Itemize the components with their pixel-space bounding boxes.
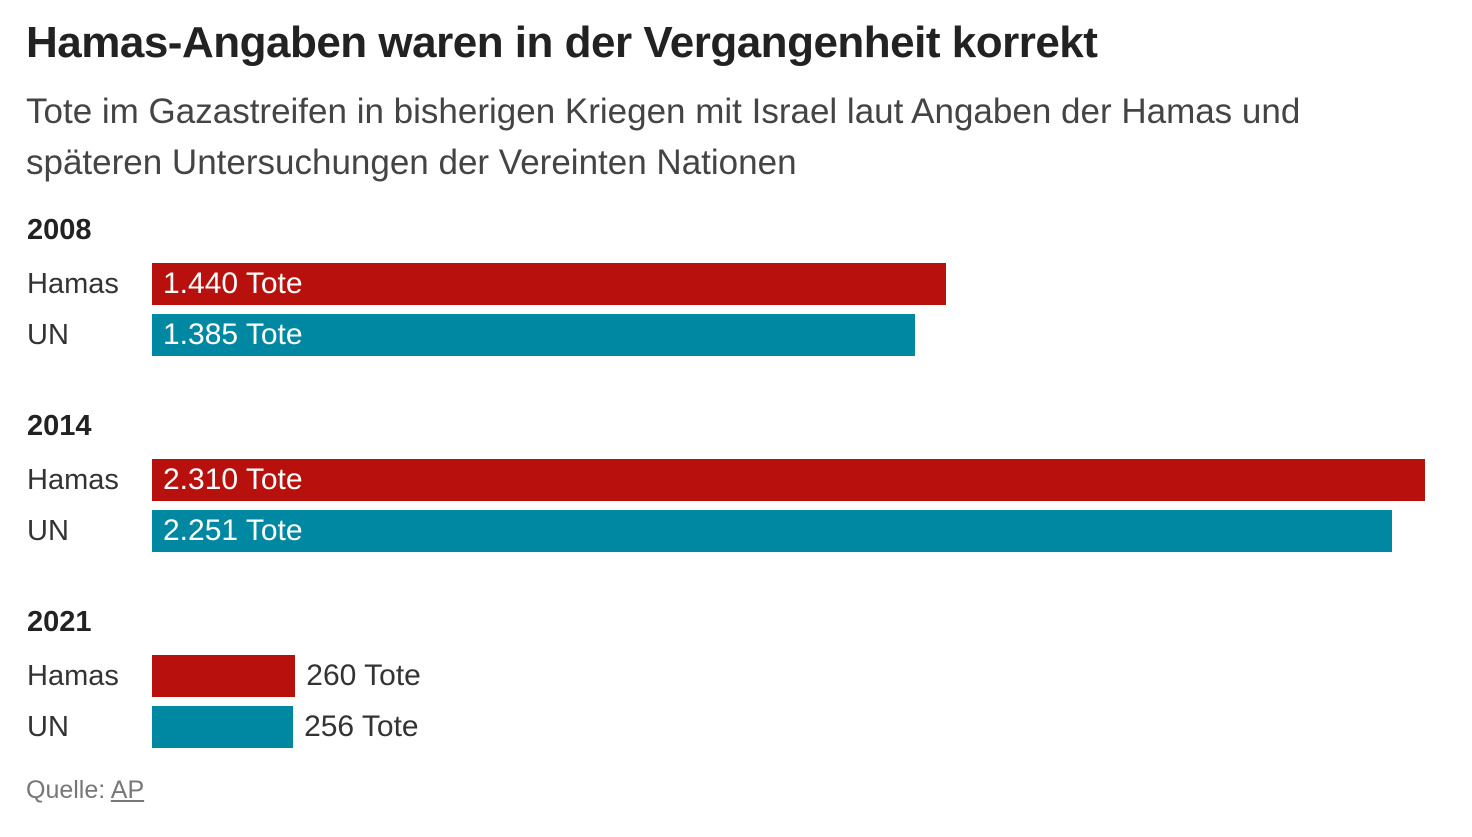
source-note: Quelle: AP xyxy=(26,776,144,805)
year-label: 2014 xyxy=(27,410,92,442)
bar-hamas-2008 xyxy=(152,263,946,305)
value-label: 260 Tote xyxy=(306,659,421,692)
value-label: 2.251 Tote xyxy=(163,514,303,547)
series-label-hamas: Hamas xyxy=(27,660,119,692)
value-label: 1.385 Tote xyxy=(163,318,303,351)
series-label-un: UN xyxy=(27,319,69,351)
year-label: 2021 xyxy=(27,606,92,638)
series-label-hamas: Hamas xyxy=(27,464,119,496)
value-label: 256 Tote xyxy=(304,710,419,743)
chart-subtitle: Tote im Gazastreifen in bisherigen Krieg… xyxy=(26,92,1301,182)
value-label: 2.310 Tote xyxy=(163,463,303,496)
series-label-hamas: Hamas xyxy=(27,268,119,300)
source-label: Quelle: xyxy=(26,776,106,804)
value-label: 1.440 Tote xyxy=(163,267,303,300)
chart-title: Hamas-Angaben waren in der Vergangenheit… xyxy=(26,18,1098,67)
series-label-un: UN xyxy=(27,515,69,547)
year-label: 2008 xyxy=(27,214,92,246)
bar-un-2021 xyxy=(152,706,294,748)
bar-hamas-2014 xyxy=(152,459,1425,501)
series-label-un: UN xyxy=(27,711,69,743)
bar-un-2008 xyxy=(152,314,916,356)
bar-un-2014 xyxy=(152,510,1393,552)
source-link[interactable]: AP xyxy=(110,776,145,804)
bar-hamas-2021 xyxy=(152,655,296,697)
